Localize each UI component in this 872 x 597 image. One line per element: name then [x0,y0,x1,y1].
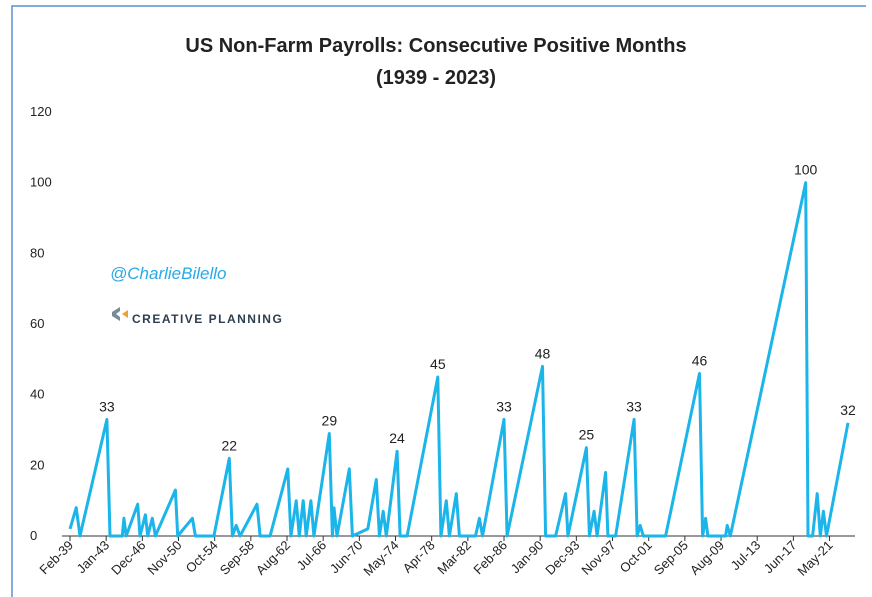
data-label: 33 [496,398,512,414]
data-label: 46 [692,352,708,368]
data-label: 48 [535,345,551,361]
watermark-handle: @CharlieBilello [110,264,226,283]
data-label: 33 [99,398,115,414]
data-label: 24 [389,430,405,446]
y-tick-label: 20 [30,457,44,472]
data-label: 100 [794,162,818,178]
chart-subtitle: (1939 - 2023) [376,67,496,89]
logo-icon [122,310,128,318]
logo-icon [112,307,120,321]
data-label: 45 [430,356,446,372]
y-tick-label: 120 [30,104,52,119]
data-label: 25 [579,427,595,443]
data-label: 32 [840,402,856,418]
data-label: 33 [626,398,642,414]
data-label: 22 [222,437,238,453]
chart-title: US Non-Farm Payrolls: Consecutive Positi… [185,35,686,57]
watermark-brand: CREATIVE PLANNING [132,312,283,326]
y-tick-label: 40 [30,387,44,402]
y-tick-label: 100 [30,175,52,190]
data-label: 29 [322,413,338,429]
line [68,181,850,538]
frame [11,5,866,597]
y-tick-label: 80 [30,245,44,260]
y-tick-label: 0 [30,528,37,543]
y-tick-label: 60 [30,316,44,331]
